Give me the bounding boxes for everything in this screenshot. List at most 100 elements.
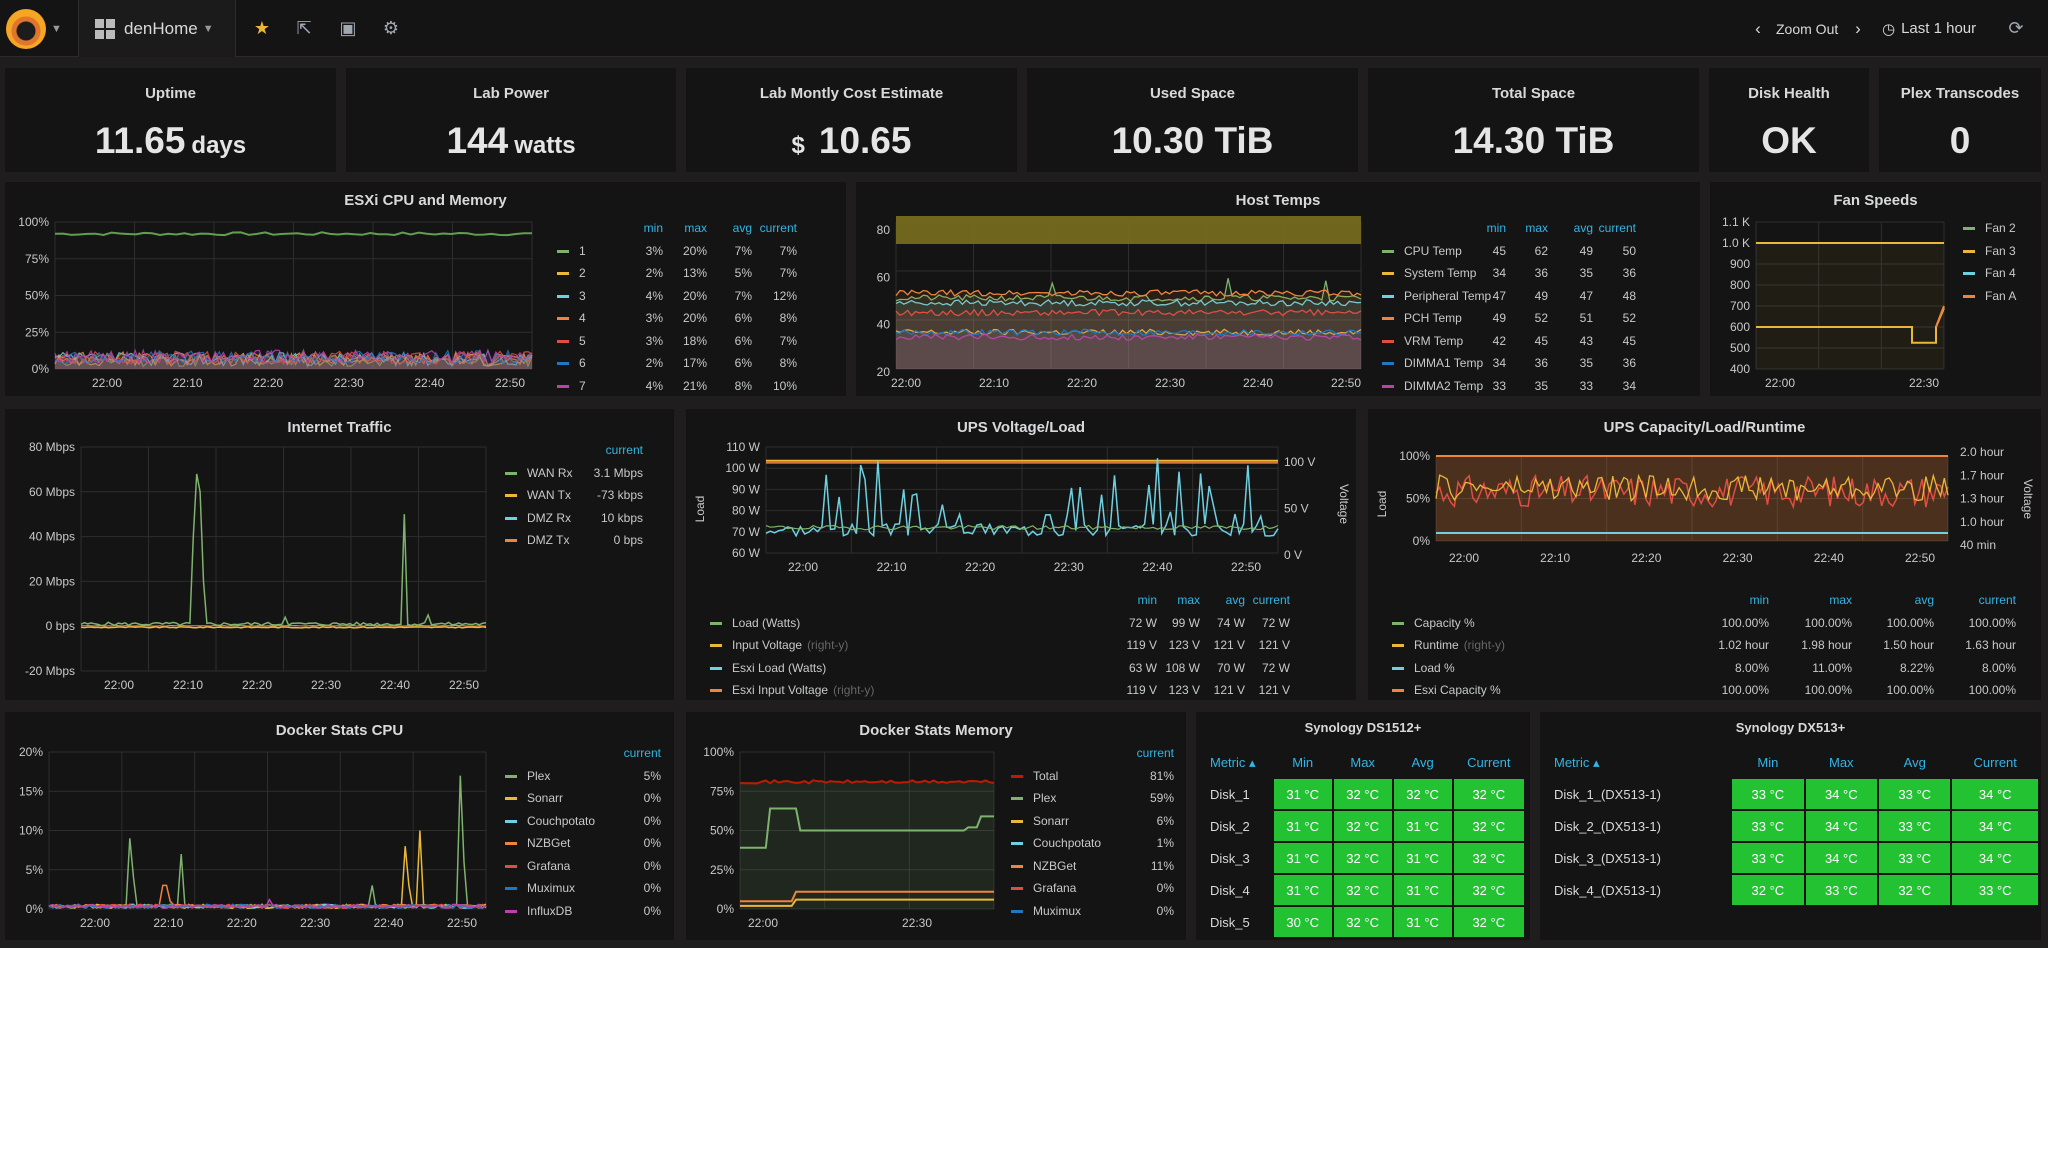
legend-item[interactable]: Fan 2 — [1963, 217, 2016, 240]
legend-item[interactable]: 7 4% 21% 8% 10% — [557, 375, 797, 398]
save-icon[interactable]: ▣ — [339, 18, 357, 38]
legend-column-header[interactable]: max — [684, 221, 707, 235]
share-icon[interactable]: ⇱ — [296, 18, 312, 38]
legend-item[interactable]: 2 2% 13% 5% 7% — [557, 262, 797, 285]
legend-column-header[interactable]: avg — [732, 221, 752, 235]
panel-esxi-cpu-memory[interactable]: ESXi CPU and Memory 100% 75% 50% 25% 0% 22:00… — [5, 182, 846, 396]
legend-item[interactable]: Esxi Input Voltage (right-y) 119 V 123 V 121… — [710, 679, 1290, 702]
stat-panel-lab-power[interactable]: Lab Power 144 watts — [346, 68, 676, 172]
star-icon[interactable]: ★ — [253, 18, 271, 38]
legend-item[interactable]: 5 3% 18% 6% 7% — [557, 330, 797, 353]
legend-item[interactable]: InfluxDB 0% — [505, 900, 661, 923]
legend-column-header[interactable]: max — [1829, 593, 1852, 607]
legend-item[interactable]: System Temp 34 36 35 36 — [1382, 262, 1636, 285]
legend-column-header[interactable]: current — [759, 221, 797, 235]
legend-column-header[interactable]: current — [605, 443, 643, 457]
legend-column-header[interactable]: min — [1749, 593, 1769, 607]
column-header[interactable]: Metric ▴ — [1546, 748, 1731, 778]
stat-panel-plex-transcodes[interactable]: Plex Transcodes 0 — [1879, 68, 2041, 172]
legend-item[interactable]: WAN Rx 3.1 Mbps — [505, 462, 643, 485]
stat-panel-used-space[interactable]: Used Space 10.30 TiB — [1027, 68, 1358, 172]
time-forward-icon[interactable]: › — [1855, 18, 1861, 38]
legend-item[interactable]: Sonarr 6% — [1011, 810, 1174, 833]
legend-item[interactable]: Load (Watts) 72 W 99 W 74 W 72 W — [710, 612, 1290, 635]
column-header[interactable]: Current — [1453, 748, 1525, 778]
legend-item[interactable]: WAN Tx -73 kbps — [505, 484, 643, 507]
panel-synology-dx513[interactable]: Synology DX513+ Metric ▴ Min Max Avg Current… — [1540, 712, 2041, 940]
column-header[interactable]: Max — [1333, 748, 1393, 778]
legend-item[interactable]: NZBGet 11% — [1011, 855, 1174, 878]
dashboard-picker[interactable]: denHome ▼ — [78, 0, 236, 57]
legend-item[interactable]: Fan A — [1963, 285, 2016, 308]
column-header[interactable]: Metric ▴ — [1202, 748, 1273, 778]
column-header[interactable]: Avg — [1878, 748, 1951, 778]
legend-item[interactable]: Input Voltage (right-y) 119 V 123 V 121 V 121… — [710, 634, 1290, 657]
zoom-out-button[interactable]: Zoom Out — [1776, 20, 1839, 37]
panel-ups-voltage-load[interactable]: UPS Voltage/Load 110 W 100 W 90 W 80 W 70 W 6… — [686, 409, 1356, 700]
panel-synology-ds1512[interactable]: Synology DS1512+ Metric ▴ Min Max Avg Curren… — [1196, 712, 1530, 940]
legend-item[interactable]: VRM Temp 42 45 43 45 — [1382, 330, 1636, 353]
legend-item[interactable]: NZBGet 0% — [505, 832, 661, 855]
legend-column-header[interactable]: avg — [1225, 593, 1245, 607]
time-back-icon[interactable]: ‹ — [1755, 18, 1761, 38]
legend-item[interactable]: Grafana 0% — [505, 855, 661, 878]
panel-fan-speeds[interactable]: Fan Speeds 1.1 K 1.0 K 900 800 700 600 500 400 2… — [1710, 182, 2041, 396]
legend-item[interactable]: Total 81% — [1011, 765, 1174, 788]
legend-item[interactable]: DIMMA1 Temp 34 36 35 36 — [1382, 352, 1636, 375]
legend-item[interactable]: Fan 3 — [1963, 240, 2016, 263]
legend-column-header[interactable]: current — [1136, 746, 1174, 760]
legend-column-header[interactable]: avg — [1914, 593, 1934, 607]
legend-item[interactable]: 4 3% 20% 6% 8% — [557, 307, 797, 330]
legend-item[interactable]: Fan 4 — [1963, 262, 2016, 285]
legend-item[interactable]: 1 3% 20% 7% 7% — [557, 240, 797, 263]
legend-column-header[interactable]: max — [1525, 221, 1548, 235]
panel-ups-capacity[interactable]: UPS Capacity/Load/Runtime 100% 50% 0% 2.0 h… — [1368, 409, 2041, 700]
legend-column-header[interactable]: min — [1137, 593, 1157, 607]
stat-panel-uptime[interactable]: Uptime 11.65 days — [5, 68, 336, 172]
legend-column-header[interactable]: current — [1598, 221, 1636, 235]
legend-item[interactable]: Plex 59% — [1011, 787, 1174, 810]
panel-internet-traffic[interactable]: Internet Traffic 80 Mbps 60 Mbps 40 Mbps 20… — [5, 409, 674, 700]
column-header[interactable]: Avg — [1393, 748, 1453, 778]
legend-item[interactable]: Muximux 0% — [1011, 900, 1174, 923]
column-header[interactable]: Current — [1951, 748, 2039, 778]
time-range-picker[interactable]: ◷ Last 1 hour — [1882, 0, 1976, 57]
legend-item[interactable]: Capacity % 100.00% 100.00% 100.00% 100.00% — [1392, 612, 2016, 635]
stat-panel-disk-health[interactable]: Disk Health OK — [1709, 68, 1869, 172]
legend-column-header[interactable]: avg — [1573, 221, 1593, 235]
legend-item[interactable]: 6 2% 17% 6% 8% — [557, 352, 797, 375]
legend-item[interactable]: DIMMA2 Temp 33 35 33 34 — [1382, 375, 1636, 398]
panel-docker-cpu[interactable]: Docker Stats CPU 20% 15% 10% 5% 0% 22:00 22:10… — [5, 712, 674, 940]
legend-item[interactable]: Couchpotato 1% — [1011, 832, 1174, 855]
legend-item[interactable]: CPU Temp 45 62 49 50 — [1382, 240, 1636, 263]
legend-column-header[interactable]: current — [1252, 593, 1290, 607]
legend-item[interactable]: DMZ Rx 10 kbps — [505, 507, 643, 530]
legend-item[interactable]: Grafana 0% — [1011, 877, 1174, 900]
stat-panel-cost-estimate[interactable]: Lab Montly Cost Estimate $10.65 — [686, 68, 1017, 172]
column-header[interactable]: Min — [1731, 748, 1804, 778]
legend-column-header[interactable]: min — [1486, 221, 1506, 235]
legend-item[interactable]: Esxi Capacity % 100.00% 100.00% 100.00% 100.… — [1392, 679, 2016, 702]
legend-item[interactable]: 3 4% 20% 7% 12% — [557, 285, 797, 308]
legend-column-header[interactable]: current — [1978, 593, 2016, 607]
legend-item[interactable]: Plex 5% — [505, 765, 661, 788]
legend-item[interactable]: Couchpotato 0% — [505, 810, 661, 833]
legend-item[interactable]: Esxi Load (Watts) 63 W 108 W 70 W 72 W — [710, 657, 1290, 680]
column-header[interactable]: Max — [1805, 748, 1878, 778]
legend-column-header[interactable]: max — [1177, 593, 1200, 607]
legend-item[interactable]: Runtime (right-y) 1.02 hour 1.98 hour 1.50 h… — [1392, 634, 2016, 657]
grafana-menu[interactable]: ▼ — [6, 0, 66, 57]
legend-item[interactable]: Peripheral Temp 47 49 47 48 — [1382, 285, 1636, 308]
refresh-icon[interactable]: ⟳ — [2008, 18, 2024, 38]
settings-gear-icon[interactable]: ⚙ — [382, 18, 400, 38]
legend-item[interactable]: Load % 8.00% 11.00% 8.22% 8.00% — [1392, 657, 2016, 680]
legend-column-header[interactable]: current — [623, 746, 661, 760]
legend-item[interactable]: Sonarr 0% — [505, 787, 661, 810]
legend-item[interactable]: Muximux 0% — [505, 877, 661, 900]
panel-docker-memory[interactable]: Docker Stats Memory 100% 75% 50% 25% 0% 22:00… — [686, 712, 1186, 940]
legend-item[interactable]: DMZ Tx 0 bps — [505, 529, 643, 552]
stat-panel-total-space[interactable]: Total Space 14.30 TiB — [1368, 68, 1699, 172]
legend-column-header[interactable]: min — [643, 221, 663, 235]
panel-host-temps[interactable]: Host Temps 80 60 40 20 22:00 22:10 22:20 22:30 2… — [856, 182, 1700, 396]
legend-item[interactable]: PCH Temp 49 52 51 52 — [1382, 307, 1636, 330]
